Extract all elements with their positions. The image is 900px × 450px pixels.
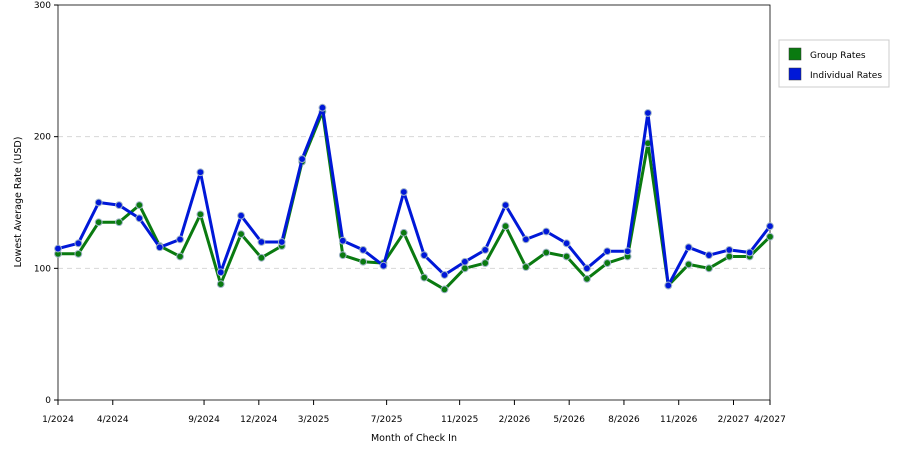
data-point — [237, 230, 245, 239]
legend-label: Group Rates — [810, 51, 866, 61]
data-point — [196, 210, 205, 219]
data-point — [481, 259, 490, 267]
axes: 0 100 200 300 1/2024 4/2024 9/2024 12/2024 3/202… — [34, 1, 786, 425]
data-point — [420, 251, 429, 260]
data-point — [420, 273, 429, 282]
data-point — [115, 218, 123, 227]
data-point — [155, 243, 164, 252]
y-tick-label: 300 — [34, 1, 51, 11]
legend-label: Individual Rates — [810, 71, 882, 81]
data-point — [318, 103, 327, 112]
data-point — [216, 280, 225, 289]
data-point — [725, 246, 734, 254]
data-point — [521, 263, 530, 271]
data-point — [257, 238, 266, 246]
legend-swatch — [788, 67, 802, 81]
x-tick-label: 4/2024 — [97, 415, 129, 425]
x-tick-label: 2/2026 — [499, 415, 531, 425]
grid-lines — [58, 136, 770, 269]
data-point — [766, 232, 774, 241]
x-tick-label: 8/2026 — [608, 415, 640, 425]
x-tick-label: 3/2025 — [298, 415, 330, 425]
data-point — [257, 253, 266, 262]
data-point — [684, 260, 693, 269]
data-point — [359, 246, 368, 254]
data-point — [705, 264, 713, 273]
data-point — [440, 271, 449, 279]
data-point — [54, 244, 62, 253]
data-point — [135, 201, 144, 210]
data-point — [237, 211, 245, 220]
data-point — [94, 198, 103, 207]
legend: Group Rates Individual Rates — [778, 39, 890, 88]
x-tick-label: 11/2025 — [441, 415, 478, 425]
data-point — [176, 252, 184, 261]
data-point — [684, 243, 693, 252]
data-point — [216, 268, 225, 277]
data-point — [399, 228, 408, 237]
data-point — [705, 251, 713, 260]
data-point — [338, 236, 347, 245]
y-tick-label: 100 — [34, 264, 51, 274]
data-point — [399, 188, 408, 196]
data-point — [501, 201, 510, 210]
y-tick-label: 200 — [34, 133, 51, 143]
x-tick-label: 5/2026 — [553, 415, 585, 425]
data-point — [664, 281, 673, 290]
data-point — [481, 246, 490, 254]
data-point — [766, 222, 774, 231]
series-line — [56, 110, 772, 291]
data-point — [623, 247, 632, 256]
data-point — [562, 252, 571, 261]
x-tick-label: 1/2024 — [42, 415, 74, 425]
data-point — [745, 248, 754, 257]
data-point — [460, 264, 469, 273]
data-point — [359, 257, 368, 266]
data-point — [460, 257, 469, 266]
data-point — [583, 274, 591, 283]
data-point — [603, 247, 612, 256]
x-axis-label: Month of Check In — [371, 433, 457, 444]
data-point — [521, 235, 530, 244]
data-point — [501, 222, 510, 231]
data-point — [644, 109, 652, 117]
x-tick-label: 4/2027 — [754, 415, 786, 425]
x-tick-label: 11/2026 — [660, 415, 698, 425]
data-point — [115, 201, 123, 210]
data-point — [94, 218, 103, 227]
plot-frame — [57, 4, 771, 401]
x-tick-label: 7/2025 — [371, 415, 403, 425]
series-layer — [54, 103, 774, 294]
x-tick-label: 12/2024 — [240, 415, 278, 425]
data-point — [277, 238, 286, 246]
data-point — [440, 285, 449, 294]
data-point — [542, 248, 551, 257]
y-tick-label: 0 — [45, 396, 51, 406]
data-point — [176, 235, 184, 244]
x-tick-label: 9/2024 — [188, 415, 220, 425]
legend-swatch — [788, 47, 802, 61]
data-point — [298, 155, 307, 163]
data-point — [74, 239, 83, 248]
y-axis-label: Lowest Average Rate (USD) — [13, 137, 24, 268]
data-point — [135, 214, 144, 223]
data-point — [583, 264, 591, 273]
data-point — [196, 168, 205, 177]
data-point — [542, 227, 551, 236]
series-individual-rates — [54, 103, 774, 290]
data-point — [379, 261, 388, 270]
data-point — [562, 239, 571, 248]
data-point — [725, 252, 734, 261]
data-point — [74, 249, 83, 258]
data-point — [338, 251, 347, 260]
x-tick-label: 2/2027 — [718, 415, 750, 425]
data-point — [603, 259, 612, 267]
